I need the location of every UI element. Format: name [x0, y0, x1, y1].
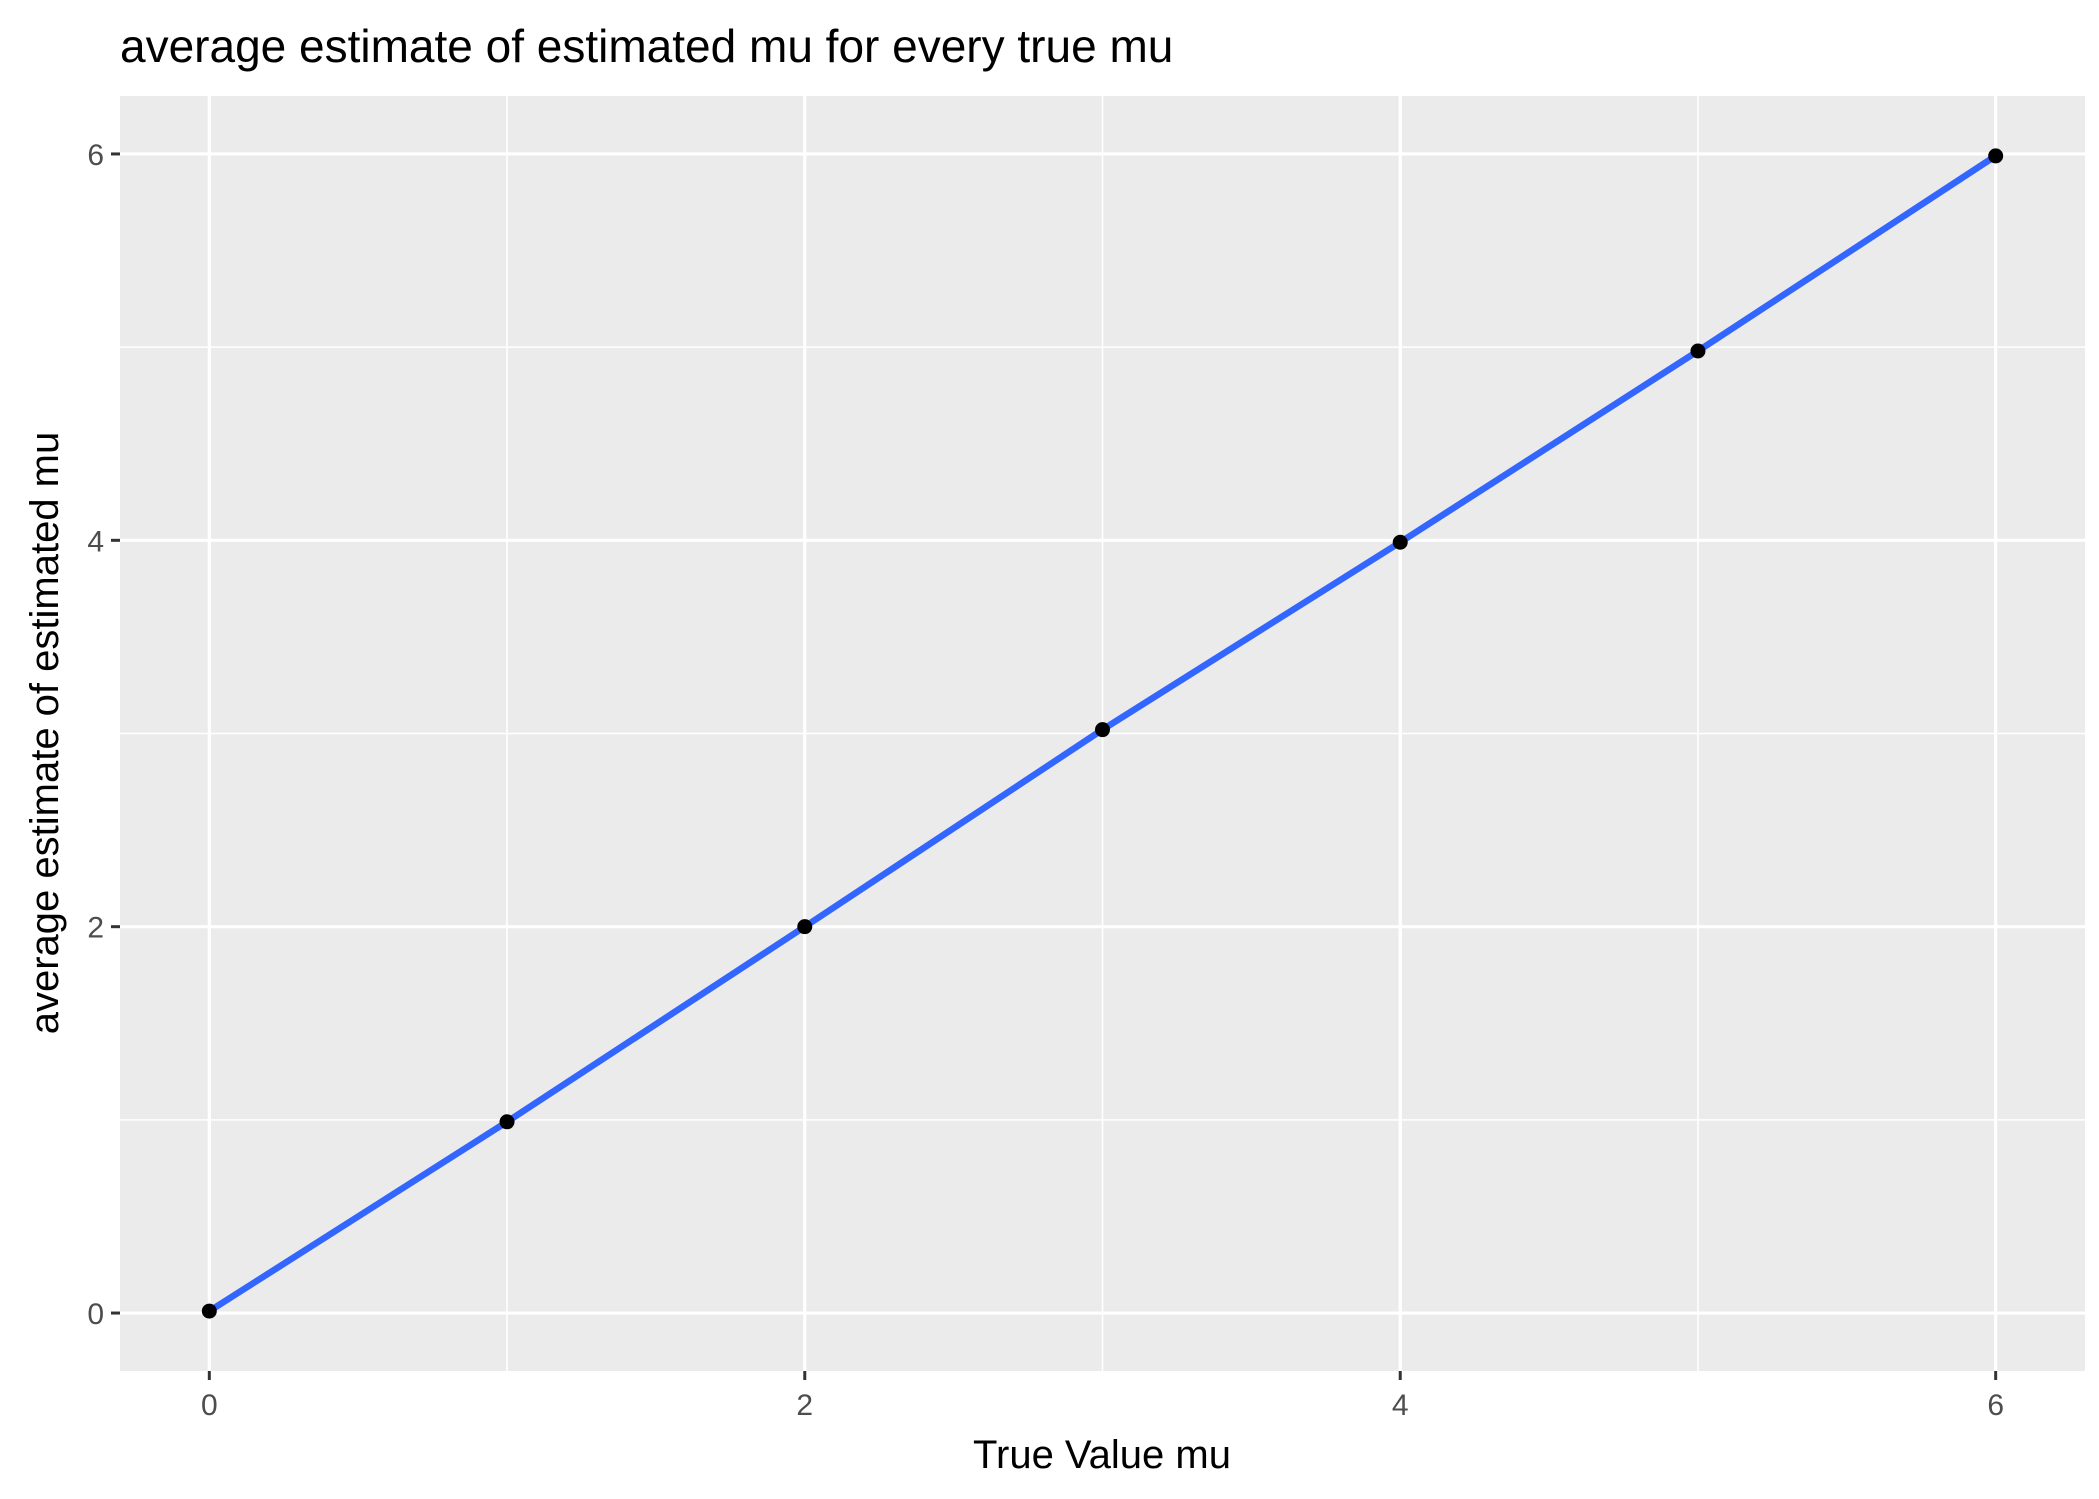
data-point: [1095, 722, 1110, 738]
data-point: [1392, 534, 1408, 550]
y-axis: 0 2 4 6: [87, 139, 120, 1331]
x-tick-label: 6: [1987, 1389, 2004, 1422]
data-point: [1690, 343, 1706, 359]
y-tick-label: 0: [87, 1298, 104, 1331]
data-point: [1988, 148, 2004, 164]
major-gridlines: [120, 96, 2085, 1371]
series-layer: [201, 148, 2004, 1319]
x-axis: 0 2 4 6: [201, 1371, 2004, 1422]
x-axis-title: True Value mu: [973, 1433, 1231, 1477]
y-tick-label: 6: [87, 139, 104, 172]
data-point: [797, 919, 813, 935]
x-tick-label: 4: [1392, 1389, 1409, 1422]
data-point: [201, 1303, 217, 1319]
y-tick-label: 4: [87, 525, 104, 558]
x-tick-label: 0: [201, 1389, 218, 1422]
y-axis-title: average estimate of estimated mu: [23, 432, 67, 1035]
data-point: [499, 1114, 515, 1130]
y-tick-label: 2: [87, 912, 104, 945]
x-tick-label: 2: [796, 1389, 813, 1422]
chart-title: average estimate of estimated mu for eve…: [120, 20, 1173, 72]
